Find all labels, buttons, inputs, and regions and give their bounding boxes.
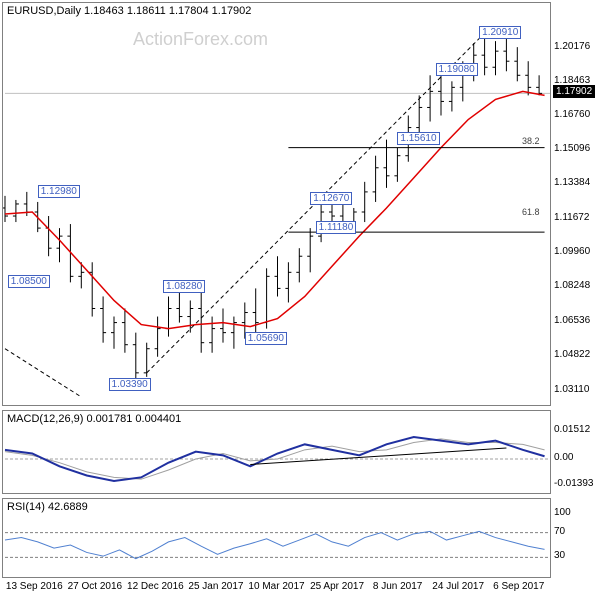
macd-y-tick: -0.01393 <box>554 478 593 489</box>
y-tick-label: 1.08248 <box>554 280 590 291</box>
y-tick-label: 1.11672 <box>554 212 589 223</box>
rsi-panel: RSI(14) 42.6889 <box>2 498 551 578</box>
price-annotation: 1.08280 <box>163 280 205 293</box>
x-tick-label: 12 Dec 2016 <box>127 581 184 592</box>
y-tick-label: 1.04822 <box>554 349 590 360</box>
price-annotation: 1.03390 <box>109 378 151 391</box>
x-tick-label: 6 Sep 2017 <box>493 581 544 592</box>
fib-label: 38.2 <box>522 136 540 146</box>
x-tick-label: 25 Jan 2017 <box>188 581 243 592</box>
current-price-tag: 1.17902 <box>553 85 595 98</box>
rsi-chart-svg <box>3 499 552 579</box>
rsi-y-tick: 30 <box>554 550 565 561</box>
x-tick-label: 8 Jun 2017 <box>373 581 423 592</box>
price-annotation: 1.15610 <box>397 132 439 145</box>
x-tick-label: 10 Mar 2017 <box>248 581 304 592</box>
price-annotation: 1.11180 <box>316 221 357 234</box>
rsi-y-tick: 70 <box>554 526 565 537</box>
x-tick-label: 27 Oct 2016 <box>68 581 122 592</box>
y-tick-label: 1.16760 <box>554 109 590 120</box>
x-tick-label: 24 Jul 2017 <box>432 581 484 592</box>
macd-chart-svg <box>3 411 552 495</box>
main-price-panel: EURUSD,Daily 1.18463 1.18611 1.17804 1.1… <box>2 2 551 406</box>
price-annotation: 1.12670 <box>310 192 352 205</box>
y-tick-label: 1.15096 <box>554 143 590 154</box>
y-tick-label: 1.03110 <box>554 384 589 395</box>
y-tick-label: 1.20176 <box>554 41 590 52</box>
x-tick-label: 13 Sep 2016 <box>6 581 63 592</box>
macd-y-tick: 0.00 <box>554 452 573 463</box>
price-annotation: 1.05690 <box>245 332 287 345</box>
price-annotation: 1.12980 <box>38 185 80 198</box>
rsi-y-tick: 100 <box>554 507 571 518</box>
y-tick-label: 1.06536 <box>554 315 590 326</box>
y-tick-label: 1.13384 <box>554 177 590 188</box>
price-annotation: 1.20910 <box>479 26 521 39</box>
fib-label: 61.8 <box>522 207 540 217</box>
y-tick-label: 1.09960 <box>554 246 590 257</box>
price-annotation: 1.08500 <box>8 275 50 288</box>
macd-y-tick: 0.01512 <box>554 424 590 435</box>
x-tick-label: 25 Apr 2017 <box>310 581 364 592</box>
price-annotation: 1.19080 <box>436 63 478 76</box>
macd-panel: MACD(12,26,9) 0.001781 0.004401 <box>2 410 551 494</box>
